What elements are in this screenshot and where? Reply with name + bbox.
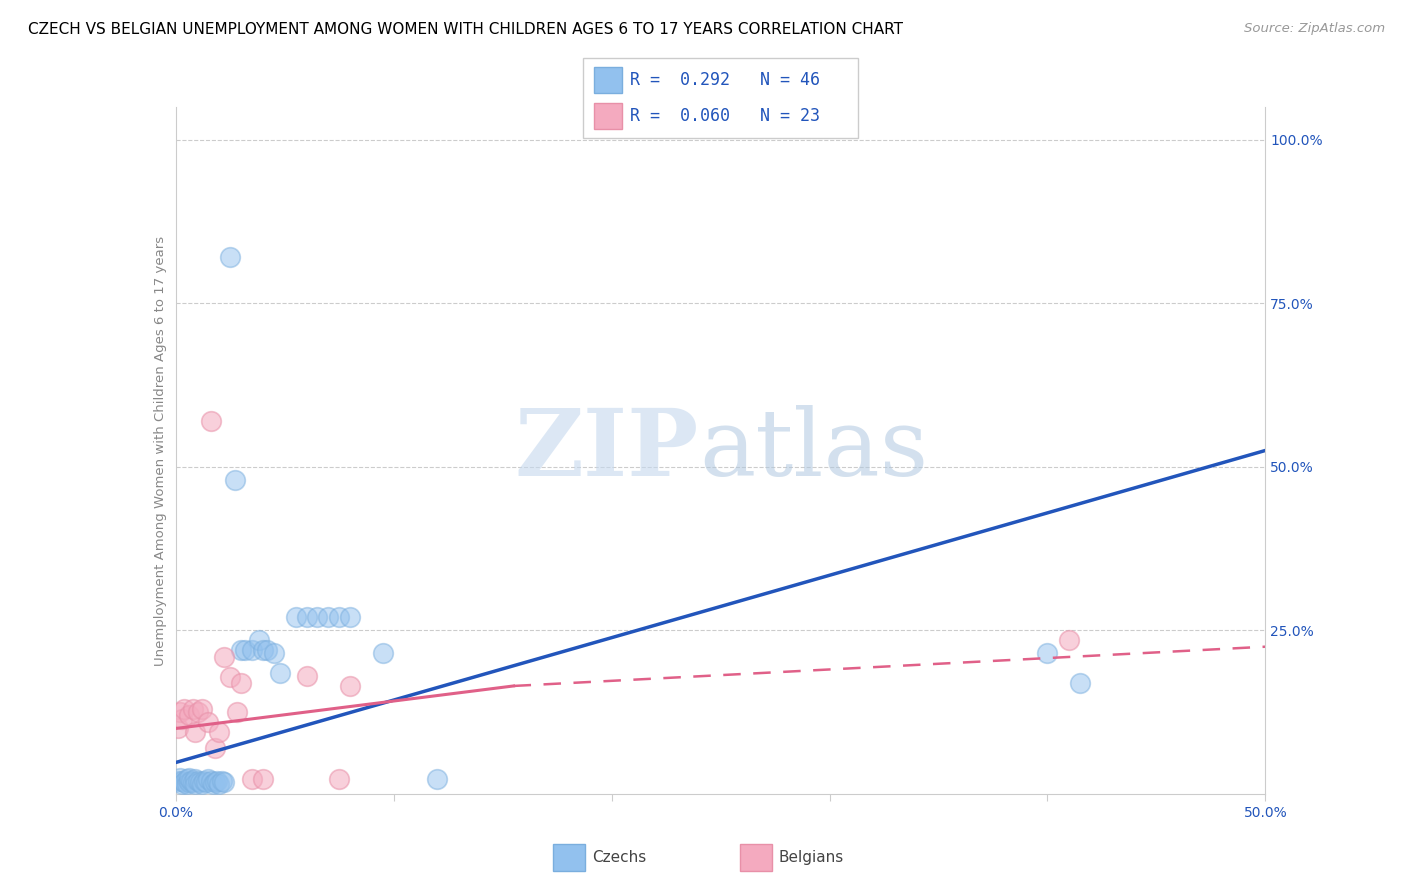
Point	[184, 772, 207, 787]
Point	[172, 777, 194, 791]
Point	[225, 705, 247, 719]
Point	[197, 714, 219, 729]
Point	[176, 772, 198, 787]
Text: Czechs: Czechs	[592, 850, 647, 864]
Text: ZIP: ZIP	[515, 406, 699, 495]
Point	[186, 705, 209, 719]
Point	[208, 777, 231, 791]
Text: R =  0.060   N = 23: R = 0.060 N = 23	[630, 107, 820, 125]
Point	[231, 675, 253, 690]
Point	[172, 773, 194, 788]
Point	[204, 775, 226, 789]
Point	[205, 773, 228, 788]
Point	[212, 649, 235, 664]
Point	[169, 771, 191, 785]
Point	[177, 771, 200, 785]
Point	[169, 705, 191, 719]
Point	[191, 702, 214, 716]
Point	[247, 633, 270, 648]
Point	[177, 775, 200, 789]
Text: Source: ZipAtlas.com: Source: ZipAtlas.com	[1244, 22, 1385, 36]
Point	[208, 724, 231, 739]
Point	[181, 702, 204, 716]
Text: R =  0.292   N = 46: R = 0.292 N = 46	[630, 70, 820, 88]
Point	[1069, 675, 1091, 690]
Point	[339, 679, 361, 693]
Point	[193, 773, 215, 788]
Point	[195, 775, 218, 789]
Point	[212, 775, 235, 789]
Point	[201, 777, 224, 791]
Point	[204, 741, 226, 756]
Point	[240, 772, 263, 787]
Point	[181, 775, 204, 789]
Point	[284, 610, 307, 624]
Point	[211, 773, 233, 788]
Bar	[595, 103, 621, 128]
Point	[426, 772, 449, 787]
Point	[188, 775, 211, 789]
Point	[339, 610, 361, 624]
Point	[184, 724, 207, 739]
Point	[200, 414, 222, 428]
Point	[180, 773, 202, 788]
Bar	[595, 67, 621, 93]
Point	[318, 610, 340, 624]
Point	[307, 610, 329, 624]
Point	[295, 610, 318, 624]
Text: atlas: atlas	[699, 406, 928, 495]
Point	[1057, 633, 1080, 648]
Bar	[740, 844, 772, 871]
Point	[231, 643, 253, 657]
Point	[173, 775, 195, 789]
Point	[167, 722, 190, 736]
Point	[235, 643, 257, 657]
Point	[200, 773, 222, 788]
Point	[172, 712, 194, 726]
Point	[1036, 646, 1059, 660]
Y-axis label: Unemployment Among Women with Children Ages 6 to 17 years: Unemployment Among Women with Children A…	[155, 235, 167, 665]
Point	[371, 646, 394, 660]
Point	[269, 665, 291, 680]
Text: Belgians: Belgians	[779, 850, 844, 864]
Point	[252, 772, 274, 787]
Point	[328, 772, 350, 787]
Bar	[553, 844, 585, 871]
Point	[252, 643, 274, 657]
Point	[263, 646, 285, 660]
Point	[186, 773, 209, 788]
Point	[176, 777, 198, 791]
Point	[167, 773, 190, 788]
Point	[224, 473, 246, 487]
Point	[197, 772, 219, 787]
Point	[184, 777, 207, 791]
Point	[240, 643, 263, 657]
Point	[219, 670, 242, 684]
Point	[295, 669, 318, 683]
Point	[328, 610, 350, 624]
Point	[173, 702, 195, 716]
Text: CZECH VS BELGIAN UNEMPLOYMENT AMONG WOMEN WITH CHILDREN AGES 6 TO 17 YEARS CORRE: CZECH VS BELGIAN UNEMPLOYMENT AMONG WOME…	[28, 22, 903, 37]
Point	[219, 251, 242, 265]
Point	[256, 643, 278, 657]
Point	[191, 777, 214, 791]
Point	[177, 708, 200, 723]
